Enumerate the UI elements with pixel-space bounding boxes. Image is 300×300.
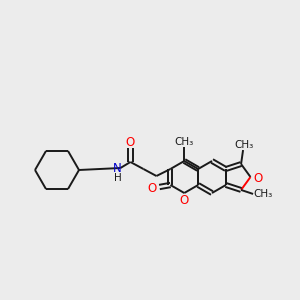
Text: O: O bbox=[126, 136, 135, 148]
Text: N: N bbox=[113, 163, 122, 176]
Text: CH₃: CH₃ bbox=[234, 140, 254, 150]
Text: CH₃: CH₃ bbox=[254, 189, 273, 199]
Text: CH₃: CH₃ bbox=[175, 137, 194, 147]
Text: O: O bbox=[254, 172, 263, 184]
Text: O: O bbox=[148, 182, 157, 194]
Text: H: H bbox=[114, 173, 121, 183]
Text: O: O bbox=[180, 194, 189, 208]
